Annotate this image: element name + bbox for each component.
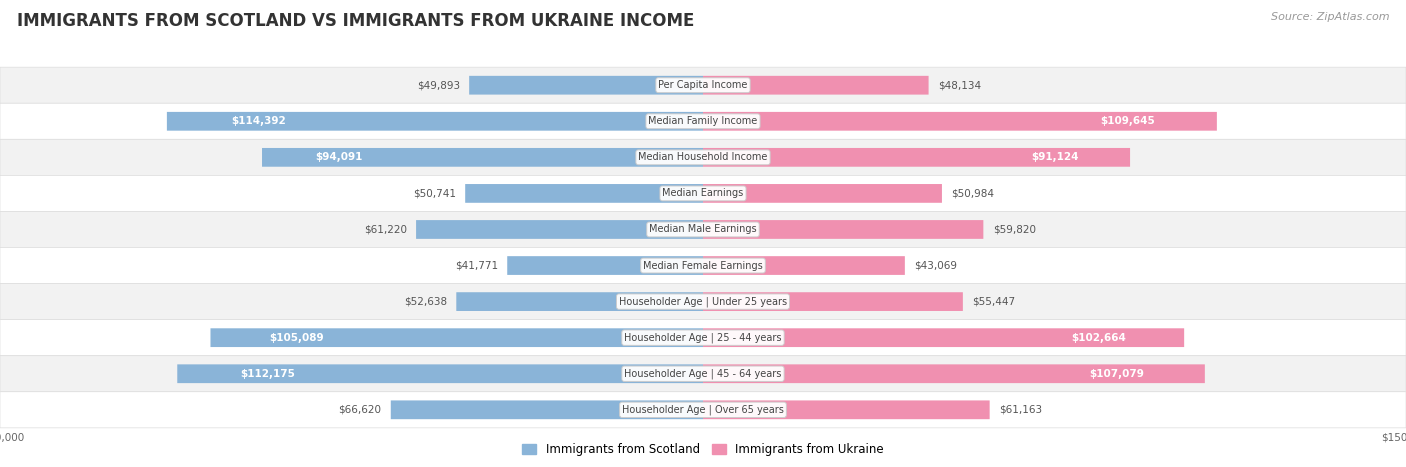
Text: $50,984: $50,984 <box>952 188 994 198</box>
FancyBboxPatch shape <box>211 328 703 347</box>
Legend: Immigrants from Scotland, Immigrants from Ukraine: Immigrants from Scotland, Immigrants fro… <box>517 439 889 461</box>
FancyBboxPatch shape <box>703 400 990 419</box>
FancyBboxPatch shape <box>703 148 1130 167</box>
Text: Householder Age | 45 - 64 years: Householder Age | 45 - 64 years <box>624 368 782 379</box>
FancyBboxPatch shape <box>0 212 1406 248</box>
Text: $59,820: $59,820 <box>993 225 1036 234</box>
Text: Householder Age | 25 - 44 years: Householder Age | 25 - 44 years <box>624 333 782 343</box>
FancyBboxPatch shape <box>703 364 1205 383</box>
Text: $112,175: $112,175 <box>240 369 295 379</box>
FancyBboxPatch shape <box>416 220 703 239</box>
FancyBboxPatch shape <box>457 292 703 311</box>
FancyBboxPatch shape <box>703 256 905 275</box>
FancyBboxPatch shape <box>703 292 963 311</box>
FancyBboxPatch shape <box>0 67 1406 103</box>
FancyBboxPatch shape <box>177 364 703 383</box>
Text: $50,741: $50,741 <box>413 188 456 198</box>
FancyBboxPatch shape <box>0 139 1406 176</box>
FancyBboxPatch shape <box>0 248 1406 283</box>
Text: $102,664: $102,664 <box>1071 333 1126 343</box>
Text: $48,134: $48,134 <box>938 80 981 90</box>
FancyBboxPatch shape <box>0 283 1406 319</box>
FancyBboxPatch shape <box>703 328 1184 347</box>
Text: $41,771: $41,771 <box>454 261 498 270</box>
Text: Median Female Earnings: Median Female Earnings <box>643 261 763 270</box>
FancyBboxPatch shape <box>508 256 703 275</box>
FancyBboxPatch shape <box>703 184 942 203</box>
Text: $114,392: $114,392 <box>231 116 285 126</box>
FancyBboxPatch shape <box>0 392 1406 428</box>
FancyBboxPatch shape <box>0 103 1406 139</box>
FancyBboxPatch shape <box>703 220 983 239</box>
FancyBboxPatch shape <box>0 176 1406 212</box>
Text: $49,893: $49,893 <box>416 80 460 90</box>
Text: IMMIGRANTS FROM SCOTLAND VS IMMIGRANTS FROM UKRAINE INCOME: IMMIGRANTS FROM SCOTLAND VS IMMIGRANTS F… <box>17 12 695 30</box>
FancyBboxPatch shape <box>470 76 703 95</box>
Text: $43,069: $43,069 <box>914 261 957 270</box>
Text: Median Family Income: Median Family Income <box>648 116 758 126</box>
FancyBboxPatch shape <box>0 319 1406 356</box>
FancyBboxPatch shape <box>703 112 1216 131</box>
Text: $94,091: $94,091 <box>315 152 363 163</box>
Text: $55,447: $55,447 <box>972 297 1015 307</box>
FancyBboxPatch shape <box>465 184 703 203</box>
Text: Median Household Income: Median Household Income <box>638 152 768 163</box>
Text: Source: ZipAtlas.com: Source: ZipAtlas.com <box>1271 12 1389 21</box>
FancyBboxPatch shape <box>167 112 703 131</box>
Text: $105,089: $105,089 <box>270 333 325 343</box>
Text: Median Male Earnings: Median Male Earnings <box>650 225 756 234</box>
Text: $66,620: $66,620 <box>339 405 381 415</box>
Text: $61,163: $61,163 <box>1000 405 1042 415</box>
FancyBboxPatch shape <box>703 76 928 95</box>
FancyBboxPatch shape <box>391 400 703 419</box>
Text: $52,638: $52,638 <box>404 297 447 307</box>
Text: Householder Age | Over 65 years: Householder Age | Over 65 years <box>621 404 785 415</box>
Text: $109,645: $109,645 <box>1101 116 1156 126</box>
FancyBboxPatch shape <box>262 148 703 167</box>
Text: Householder Age | Under 25 years: Householder Age | Under 25 years <box>619 297 787 307</box>
Text: $61,220: $61,220 <box>364 225 406 234</box>
Text: $91,124: $91,124 <box>1032 152 1078 163</box>
FancyBboxPatch shape <box>0 356 1406 392</box>
Text: $107,079: $107,079 <box>1090 369 1144 379</box>
Text: Median Earnings: Median Earnings <box>662 188 744 198</box>
Text: Per Capita Income: Per Capita Income <box>658 80 748 90</box>
